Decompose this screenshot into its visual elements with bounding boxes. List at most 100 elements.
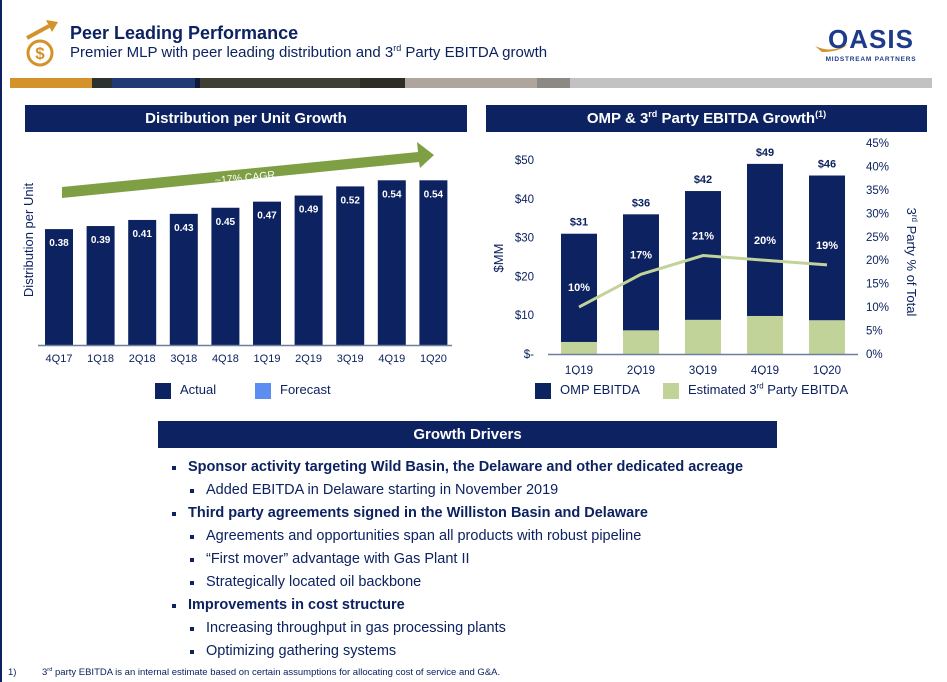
bar-value-label: 0.41 [132,229,152,240]
svg-text:MIDSTREAM PARTNERS: MIDSTREAM PARTNERS [826,56,917,63]
y2-tick-label: 5% [866,326,883,338]
y-tick-label: $10 [515,310,534,322]
x-tick-label: 1Q19 [254,353,281,365]
distribution-chart: Distribution per Unit ~17% CAGR 0.38 0.39… [21,142,452,365]
total-label: $46 [818,159,836,171]
total-label: $49 [756,147,774,159]
total-label: $36 [632,197,650,209]
x-tick-label: 1Q18 [87,353,114,365]
x-tick-label: 4Q19 [751,365,779,375]
distribution-chart-title: Distribution per Unit Growth [25,105,467,132]
bar-omp-2Q19 [623,214,659,331]
y2-axis-label: 3rd Party % of Total [904,208,919,317]
bar-3Q18 [169,213,198,345]
pct-label: 21% [692,231,714,243]
legend-3rd-party-ebitda: Estimated 3rd Party EBITDA [663,382,848,399]
y2-tick-label: 25% [866,232,889,244]
x-tick-label: 3Q19 [689,365,717,375]
legend-actual: Actual [155,382,216,399]
driver-item: Improvements in cost structure [160,594,780,617]
y-tick-label: $50 [515,155,534,167]
pct-label: 17% [630,249,652,261]
x-tick-label: 2Q18 [129,353,156,365]
slide-left-border [0,0,2,682]
bar-3Q19 [336,186,365,345]
legend-omp-ebitda: OMP EBITDA [535,382,640,399]
bar-value-label: 0.47 [257,211,277,222]
driver-subitem: Agreements and opportunities span all pr… [160,525,780,548]
y2-tick-label: 40% [866,161,889,173]
y2-tick-label: 15% [866,279,889,291]
ebitda-chart-title: OMP & 3rd Party EBITDA Growth(1) [486,105,927,132]
header-stripe-taupe [405,78,537,88]
driver-item: Third party agreements signed in the Wil… [160,502,780,525]
bar-1Q20 [419,180,448,345]
bar-3rd-party-4Q19 [747,315,783,354]
header-stripe-olive [200,78,360,88]
bar-4Q19 [377,180,406,345]
bar-2Q18 [128,219,157,345]
driver-subitem: Added EBITDA in Delaware starting in Nov… [160,479,780,502]
y-axis-label: Distribution per Unit [21,183,36,298]
driver-item: Sponsor activity targeting Wild Basin, t… [160,456,780,479]
page-subtitle: Premier MLP with peer leading distributi… [70,43,548,62]
pct-label: 20% [754,235,776,247]
y2-tick-label: 45% [866,138,889,150]
bar-2Q19 [294,195,323,345]
bar-omp-1Q20 [809,175,845,321]
x-tick-label: 1Q19 [565,365,593,375]
bar-value-label: 0.39 [91,235,111,246]
legend-forecast: Forecast [255,382,331,399]
y-tick-label: $20 [515,271,534,283]
x-tick-label: 4Q19 [378,353,405,365]
bar-value-label: 0.54 [382,189,402,200]
oasis-logo: OASIS MIDSTREAM PARTNERS [815,24,917,63]
y2-tick-label: 20% [866,255,889,267]
header-stripe-gray [537,78,570,88]
svg-text:$: $ [35,44,45,63]
header-stripe-dark [92,78,112,88]
bar-value-label: 0.38 [49,238,69,249]
ebitda-chart: $MM 3rd Party % of Total $- $10 $20 $30 $40 $… [491,138,919,375]
bar-4Q17 [45,229,73,345]
bar-value-label: 0.43 [174,223,194,234]
total-label: $31 [570,217,588,229]
footnote: 1) 3rd party EBITDA is an internal estima… [8,666,501,678]
x-tick-label: 4Q18 [212,353,239,365]
bar-3rd-party-1Q19 [561,341,597,354]
x-tick-label: 1Q20 [420,353,447,365]
x-tick-label: 1Q20 [813,365,841,375]
y2-tick-label: 35% [866,185,889,197]
total-label: $42 [694,174,712,186]
y2-tick-label: 10% [866,302,889,314]
driver-subitem: “First mover” advantage with Gas Plant I… [160,548,780,571]
y2-tick-label: 0% [866,349,883,361]
bar-1Q18 [86,226,115,345]
cagr-label: ~17% CAGR [214,169,276,187]
bar-3rd-party-3Q19 [685,319,721,354]
growth-drivers-title: Growth Drivers [158,421,777,448]
bar-4Q18 [211,207,240,345]
header-stripe-navy [112,78,195,88]
y-axis-label: $MM [491,244,506,273]
bar-value-label: 0.45 [216,217,236,228]
svg-text:OASIS: OASIS [828,24,914,54]
bar-3rd-party-2Q19 [623,330,659,354]
bar-value-label: 0.54 [424,189,444,200]
y2-tick-label: 30% [866,208,889,220]
bar-value-label: 0.49 [299,205,319,216]
bar-omp-4Q19 [747,163,783,316]
y-tick-label: $30 [515,233,534,245]
driver-subitem: Strategically located oil backbone [160,571,780,594]
x-tick-label: 3Q18 [170,353,197,365]
x-tick-label: 4Q17 [46,353,73,365]
pct-label: 19% [816,240,838,252]
bar-omp-1Q19 [561,233,597,342]
cagr-arrow: ~17% CAGR [62,142,434,198]
header-stripe-lightgray [570,78,932,88]
bar-value-label: 0.52 [340,195,360,206]
x-tick-label: 2Q19 [627,365,655,375]
dollar-growth-icon: $ [26,20,58,67]
page-title: Peer Leading Performance [70,23,299,43]
header-stripe-orange [10,78,92,88]
